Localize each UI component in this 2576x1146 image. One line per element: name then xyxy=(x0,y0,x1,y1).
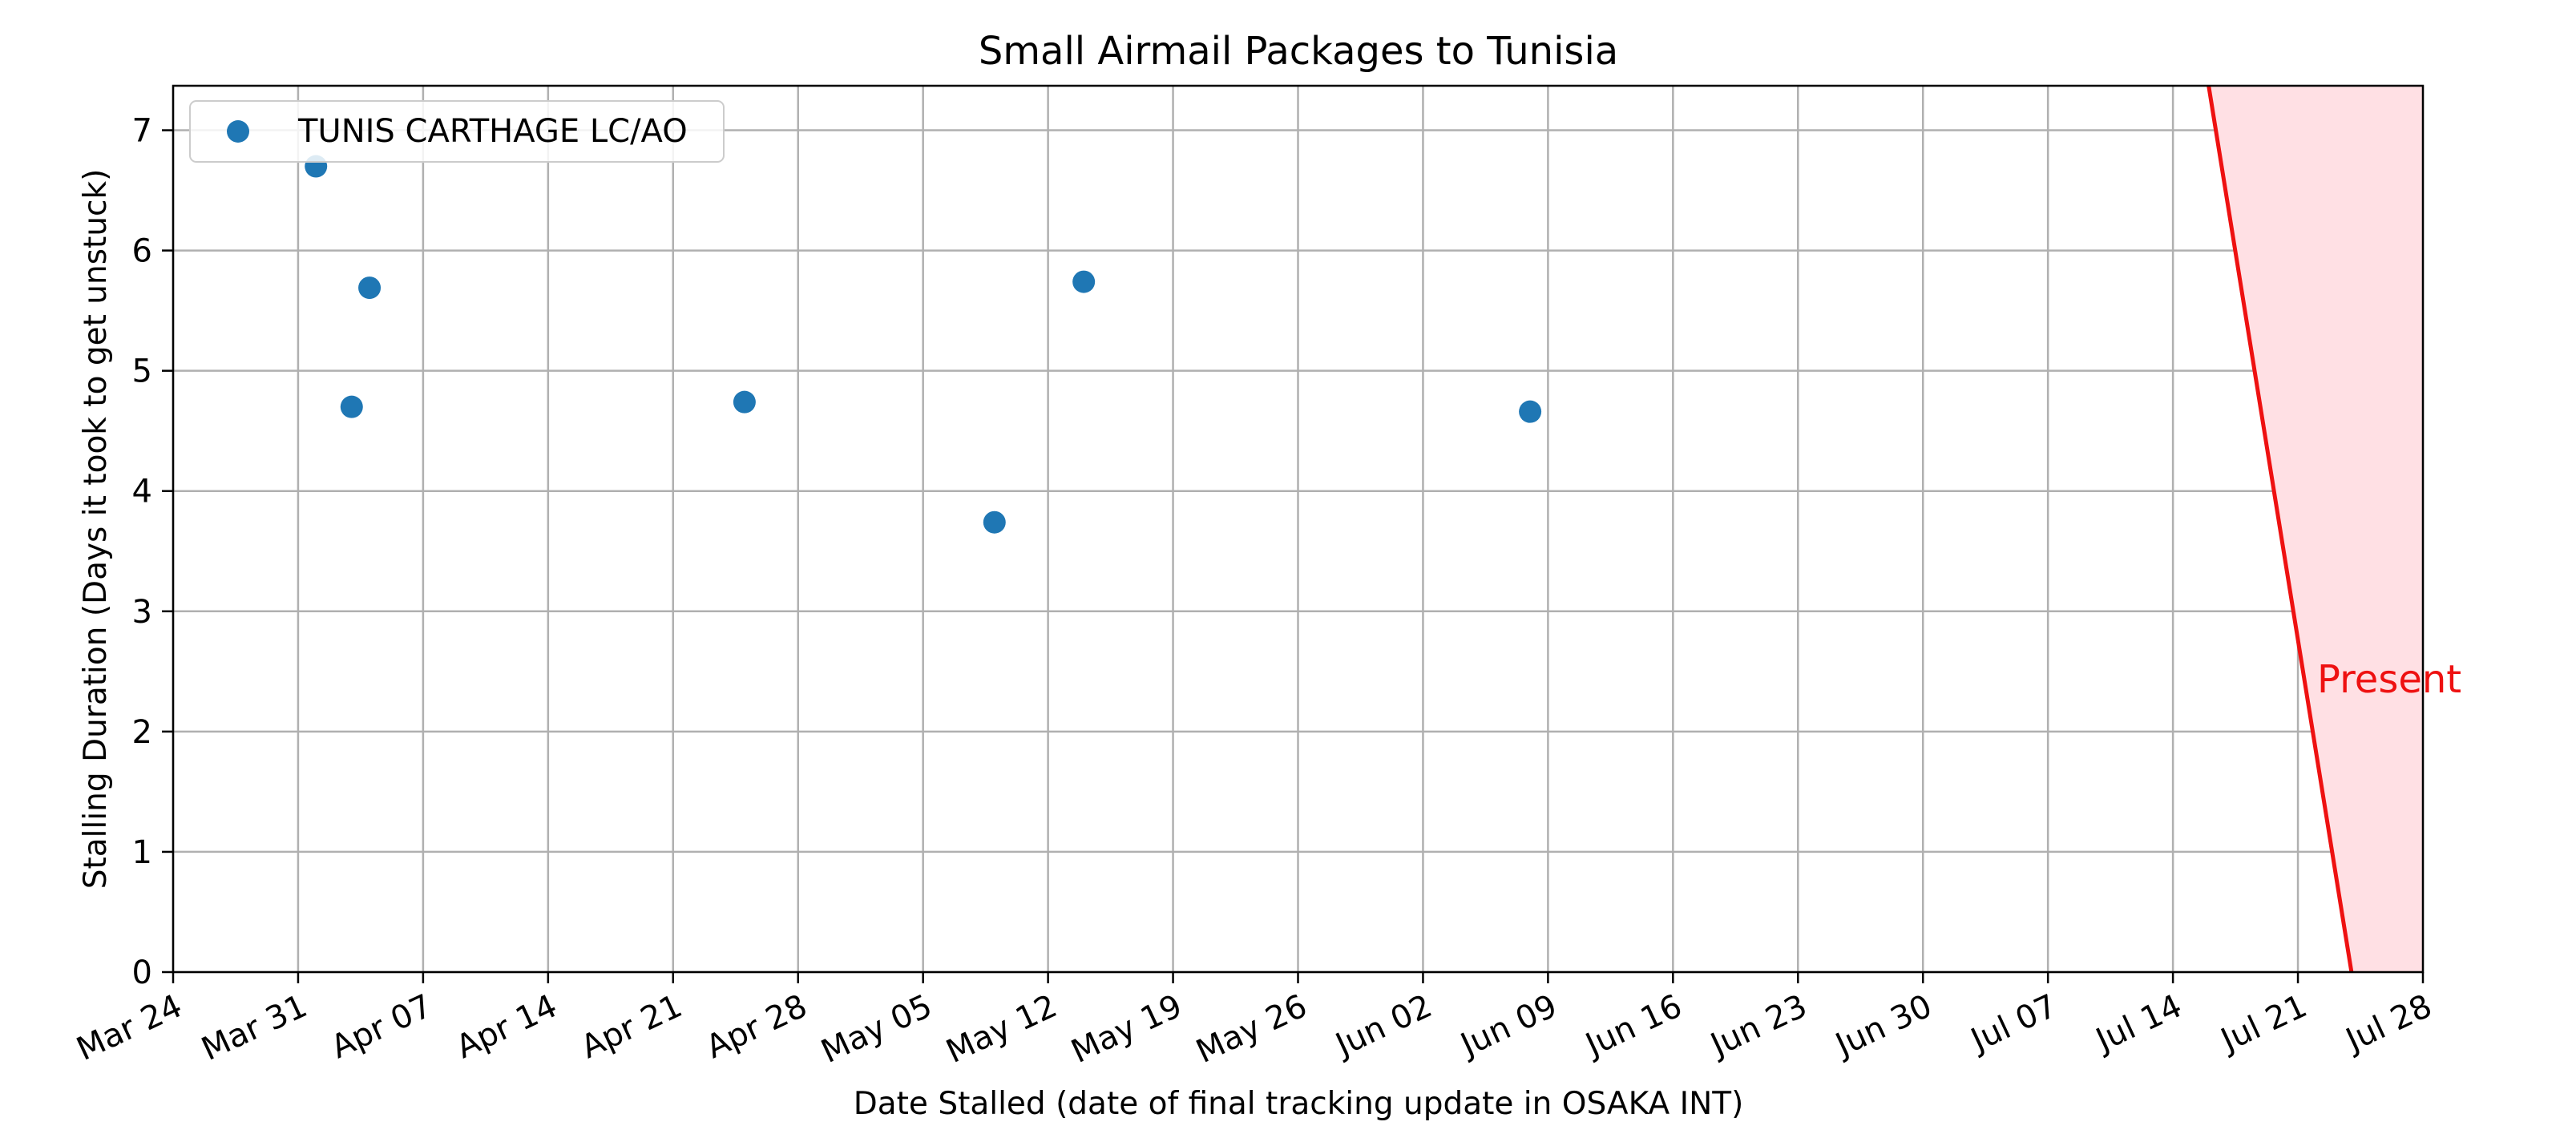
scatter-point xyxy=(1072,270,1096,293)
chart-title: Small Airmail Packages to Tunisia xyxy=(979,29,1618,74)
x-axis-label: Date Stalled (date of final tracking upd… xyxy=(854,1086,1744,1122)
scatter-point xyxy=(733,390,756,414)
y-tick-label: 3 xyxy=(132,594,152,631)
present-label: Present xyxy=(2317,657,2461,702)
y-tick-label: 2 xyxy=(132,714,152,751)
y-axis-label: Stalling Duration (Days it took to get u… xyxy=(78,169,114,890)
legend: TUNIS CARTHAGE LC/AO xyxy=(189,100,725,163)
scatter-point xyxy=(340,395,363,418)
scatter-point xyxy=(983,510,1006,534)
y-axis-ticks: 0 1 2 3 4 5 6 7 xyxy=(132,113,173,991)
y-tick-label: 1 xyxy=(132,834,152,871)
present-region xyxy=(2208,86,2423,972)
y-tick-label: 7 xyxy=(132,113,152,150)
present-line xyxy=(2207,85,2354,973)
y-tick-label: 4 xyxy=(132,474,152,510)
y-tick-label: 5 xyxy=(132,353,152,390)
y-tick-label: 0 xyxy=(132,954,152,991)
scatter-point xyxy=(1519,400,1542,423)
scatter-point xyxy=(358,276,382,300)
y-tick-label: 6 xyxy=(132,233,152,270)
legend-box xyxy=(189,100,725,163)
legend-entry-label: TUNIS CARTHAGE LC/AO xyxy=(297,113,688,150)
legend-marker xyxy=(227,120,249,143)
